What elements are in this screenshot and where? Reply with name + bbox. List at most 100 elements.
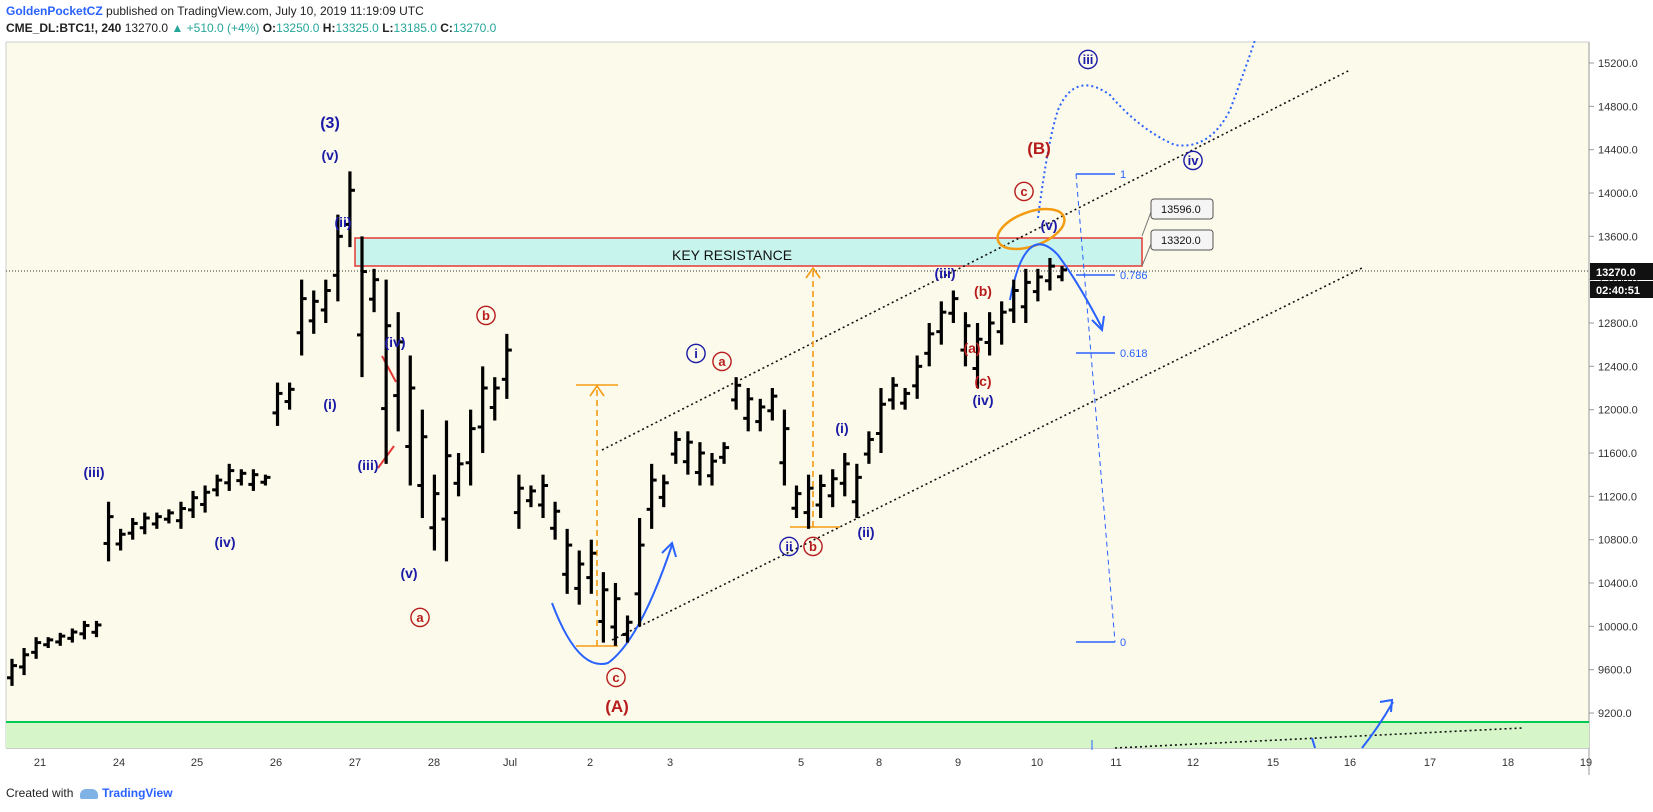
ohlc-bar	[477, 366, 488, 453]
y-tick-label: 10800.0	[1598, 535, 1638, 547]
ohlc-bar	[115, 528, 126, 551]
ohlc-bar	[200, 485, 211, 513]
ohlc-bar	[912, 355, 923, 399]
wave-label: c	[1020, 184, 1027, 199]
ohlc-bar	[1057, 266, 1067, 282]
tradingview-brand-link[interactable]: TradingView	[102, 786, 173, 800]
wave-label-circle	[476, 305, 496, 326]
wave-label: (iv)	[215, 534, 236, 550]
x-tick-label: 21	[34, 757, 46, 769]
top-curve-arrow	[1009, 243, 1103, 329]
x-tick-label: 28	[428, 757, 440, 769]
wave-annotations: (3) (v) (ii) (i) (iii) (iv) (iv) (iii) (v) a b c (A)…	[84, 49, 1203, 716]
ohlc-bar	[188, 490, 199, 518]
wave-label: (iii)	[935, 265, 956, 281]
fib-level-0618: 0.618	[1120, 348, 1148, 360]
last-price-tag-text: 13270.0	[1596, 267, 1636, 279]
projection-dotted-path	[1037, 39, 1256, 219]
ohlc-bar	[175, 501, 186, 529]
publish-info: GoldenPocketCZ published on TradingView.…	[6, 4, 424, 18]
x-tick-label: 25	[191, 757, 203, 769]
ohlc-bar	[43, 637, 54, 648]
wave-label: (v)	[1040, 217, 1057, 233]
ohlc-bar	[320, 279, 331, 323]
x-tick-label: 17	[1424, 757, 1436, 769]
ohlc-bar	[707, 453, 717, 486]
x-tick-label: 19	[1580, 757, 1592, 769]
close-value: 13270.0	[452, 21, 497, 35]
time-axis[interactable]: 21 24 25 26 27 28 Jul 2 3 5 8 9 10 11 12 15 16 17 18 19	[34, 757, 1592, 769]
wave-label: a	[718, 354, 726, 369]
ohlc-bar	[960, 312, 971, 367]
wave-label: b	[482, 308, 490, 323]
ohlc-bar	[827, 469, 838, 508]
wave-label: (B)	[1027, 139, 1051, 158]
ohlc-bar	[55, 632, 66, 646]
y-tick-label: 14400.0	[1598, 145, 1638, 157]
ohlc-bar	[272, 382, 283, 426]
open-label: O:	[262, 21, 277, 35]
ohlc-bar	[393, 312, 404, 432]
ohlc-bar	[972, 323, 983, 388]
ohlc-bar	[574, 550, 585, 605]
ohlc-bar	[598, 572, 609, 643]
ohlc-bar	[634, 518, 645, 627]
key-resistance-label: KEY RESISTANCE	[672, 247, 792, 263]
ohlc-bar	[646, 463, 657, 529]
wave-label-circle	[1183, 150, 1203, 171]
ohlc-bar	[538, 474, 549, 518]
ohlc-bar	[586, 539, 597, 594]
wave-label: (3)	[320, 115, 340, 132]
y-tick-label: 9600.0	[1598, 665, 1632, 677]
fib-level-1: 1	[1120, 169, 1126, 181]
ohlc-bar	[369, 268, 380, 313]
high-value: 13325.0	[335, 21, 379, 35]
ohlc-bar	[151, 512, 162, 529]
wave-label: (iii)	[84, 464, 105, 480]
ohlc-bar	[1020, 268, 1031, 323]
wave-label: (c)	[974, 373, 991, 389]
low-label: L:	[382, 21, 394, 35]
fib-retracement	[1075, 173, 1116, 643]
wave-label: (ii)	[334, 214, 351, 230]
ohlc-bar	[7, 658, 17, 686]
ohlc-bar	[682, 431, 693, 475]
y-tick-label: 10000.0	[1598, 621, 1638, 633]
measured-move-2	[790, 266, 840, 528]
ohlc-bar	[803, 474, 814, 529]
ohlc-bar	[332, 214, 343, 302]
ohlc-bar	[224, 463, 235, 491]
wave-label: iv	[1188, 153, 1200, 168]
ohlc-bar	[139, 512, 150, 535]
x-tick-label: 16	[1344, 757, 1356, 769]
ohlc-bar	[562, 528, 573, 594]
ohlc-bar	[984, 312, 995, 356]
wave-label-circle	[779, 536, 799, 557]
wave-label-circle	[1014, 181, 1034, 202]
price-axis[interactable]: 15200.014800.014400.014000.013600.013200…	[1589, 58, 1638, 720]
author-name[interactable]: GoldenPocketCZ	[6, 4, 103, 18]
wave-label: iii	[1083, 52, 1094, 67]
wave-label: c	[612, 670, 619, 685]
y-tick-label: 15200.0	[1598, 58, 1638, 70]
wave-label: (A)	[605, 697, 629, 716]
high-label: H:	[322, 21, 336, 35]
price-callout-13596	[1150, 198, 1214, 220]
ohlc-bar	[103, 501, 114, 562]
ohlc-bar	[996, 301, 1007, 345]
x-tick-label: 26	[270, 757, 282, 769]
ohlc-bar	[1008, 279, 1019, 323]
ohlc-bar	[284, 382, 295, 410]
price-callout-13596-text: 13596.0	[1161, 204, 1201, 216]
ohlc-bar	[948, 290, 959, 323]
ohlc-bar	[610, 583, 621, 646]
ohlc-bar	[489, 377, 500, 421]
ohlc-bar	[936, 301, 947, 345]
ohlc-bar	[550, 501, 561, 540]
ohlc-bar	[441, 420, 452, 562]
wave-label: (v)	[321, 147, 338, 163]
ohlc-bar	[163, 509, 174, 524]
ohlc-bar	[1032, 268, 1043, 302]
ohlc-bar	[248, 469, 259, 491]
